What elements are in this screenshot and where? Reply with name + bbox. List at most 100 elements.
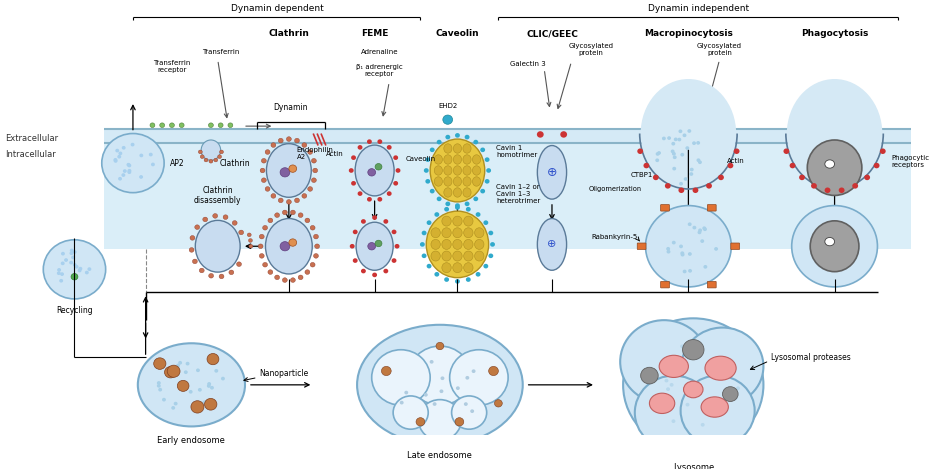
- Text: Rabankyrin-5: Rabankyrin-5: [592, 234, 638, 240]
- Ellipse shape: [434, 177, 442, 186]
- Circle shape: [393, 396, 428, 429]
- Text: ⊕: ⊕: [547, 166, 557, 179]
- Circle shape: [481, 148, 485, 152]
- Circle shape: [122, 169, 127, 173]
- Circle shape: [486, 168, 491, 173]
- Circle shape: [361, 269, 366, 273]
- Ellipse shape: [453, 155, 462, 164]
- Ellipse shape: [807, 140, 862, 196]
- Circle shape: [672, 241, 676, 244]
- Ellipse shape: [705, 356, 736, 380]
- Ellipse shape: [463, 144, 471, 153]
- Circle shape: [671, 142, 675, 145]
- Text: AP2: AP2: [169, 159, 184, 167]
- Circle shape: [262, 178, 266, 182]
- Circle shape: [483, 220, 488, 225]
- Circle shape: [439, 389, 443, 393]
- Circle shape: [440, 377, 444, 380]
- Circle shape: [799, 174, 805, 180]
- Circle shape: [873, 163, 880, 168]
- Text: β₁ adrenergic
receptor: β₁ adrenergic receptor: [356, 64, 403, 77]
- Text: Dynamin: Dynamin: [274, 103, 308, 112]
- Circle shape: [308, 187, 312, 191]
- Circle shape: [378, 197, 382, 202]
- Circle shape: [436, 342, 444, 350]
- FancyBboxPatch shape: [708, 204, 716, 211]
- Circle shape: [213, 213, 218, 218]
- Circle shape: [258, 244, 263, 249]
- Circle shape: [298, 275, 303, 280]
- Circle shape: [275, 275, 280, 280]
- Circle shape: [560, 131, 568, 138]
- Circle shape: [668, 136, 671, 140]
- Circle shape: [184, 371, 188, 374]
- Circle shape: [179, 361, 182, 364]
- Circle shape: [392, 258, 396, 263]
- Circle shape: [73, 263, 77, 267]
- Circle shape: [679, 244, 683, 248]
- Ellipse shape: [266, 219, 312, 274]
- Text: Glycosylated
protein: Glycosylated protein: [698, 43, 742, 56]
- Circle shape: [667, 250, 670, 254]
- Circle shape: [669, 383, 673, 386]
- Circle shape: [703, 227, 707, 231]
- Circle shape: [383, 219, 388, 224]
- Text: Adrenaline: Adrenaline: [361, 49, 398, 55]
- Circle shape: [662, 136, 666, 140]
- Ellipse shape: [475, 251, 484, 261]
- Circle shape: [214, 369, 218, 373]
- Text: Dynamin dependent: Dynamin dependent: [231, 4, 324, 14]
- Circle shape: [162, 398, 165, 401]
- Circle shape: [352, 258, 358, 263]
- Ellipse shape: [453, 166, 462, 175]
- Circle shape: [115, 149, 119, 152]
- Circle shape: [372, 215, 377, 220]
- Ellipse shape: [434, 166, 442, 175]
- Circle shape: [305, 218, 309, 223]
- Circle shape: [214, 158, 218, 162]
- Circle shape: [302, 143, 307, 147]
- Text: Transferrin
receptor: Transferrin receptor: [153, 60, 191, 73]
- Circle shape: [127, 169, 131, 173]
- Circle shape: [131, 143, 135, 146]
- Circle shape: [196, 369, 200, 372]
- Circle shape: [65, 258, 68, 262]
- Circle shape: [488, 254, 494, 258]
- Circle shape: [465, 135, 469, 139]
- Circle shape: [149, 153, 152, 156]
- Circle shape: [268, 270, 273, 274]
- Ellipse shape: [463, 177, 471, 186]
- Circle shape: [839, 188, 844, 193]
- Circle shape: [643, 163, 649, 168]
- Circle shape: [466, 277, 470, 282]
- Circle shape: [102, 134, 165, 193]
- Circle shape: [671, 419, 675, 423]
- Text: Glycosylated
protein: Glycosylated protein: [568, 43, 613, 56]
- Circle shape: [790, 163, 796, 168]
- Circle shape: [466, 207, 470, 212]
- Circle shape: [445, 135, 451, 139]
- Circle shape: [404, 391, 409, 394]
- Circle shape: [57, 268, 61, 272]
- Ellipse shape: [475, 239, 484, 250]
- Circle shape: [620, 320, 708, 403]
- Circle shape: [464, 402, 468, 406]
- Ellipse shape: [811, 221, 859, 272]
- Ellipse shape: [825, 160, 835, 168]
- Ellipse shape: [453, 144, 462, 153]
- Circle shape: [706, 183, 712, 189]
- Circle shape: [189, 390, 193, 393]
- Ellipse shape: [195, 220, 240, 272]
- Circle shape: [249, 239, 252, 242]
- Circle shape: [673, 155, 677, 159]
- Circle shape: [665, 183, 670, 189]
- Circle shape: [150, 123, 155, 128]
- Circle shape: [193, 259, 197, 264]
- Circle shape: [291, 210, 295, 215]
- Ellipse shape: [431, 239, 440, 250]
- Circle shape: [430, 360, 434, 363]
- Circle shape: [361, 219, 366, 224]
- Circle shape: [685, 146, 689, 150]
- Circle shape: [169, 123, 174, 128]
- Circle shape: [372, 350, 430, 405]
